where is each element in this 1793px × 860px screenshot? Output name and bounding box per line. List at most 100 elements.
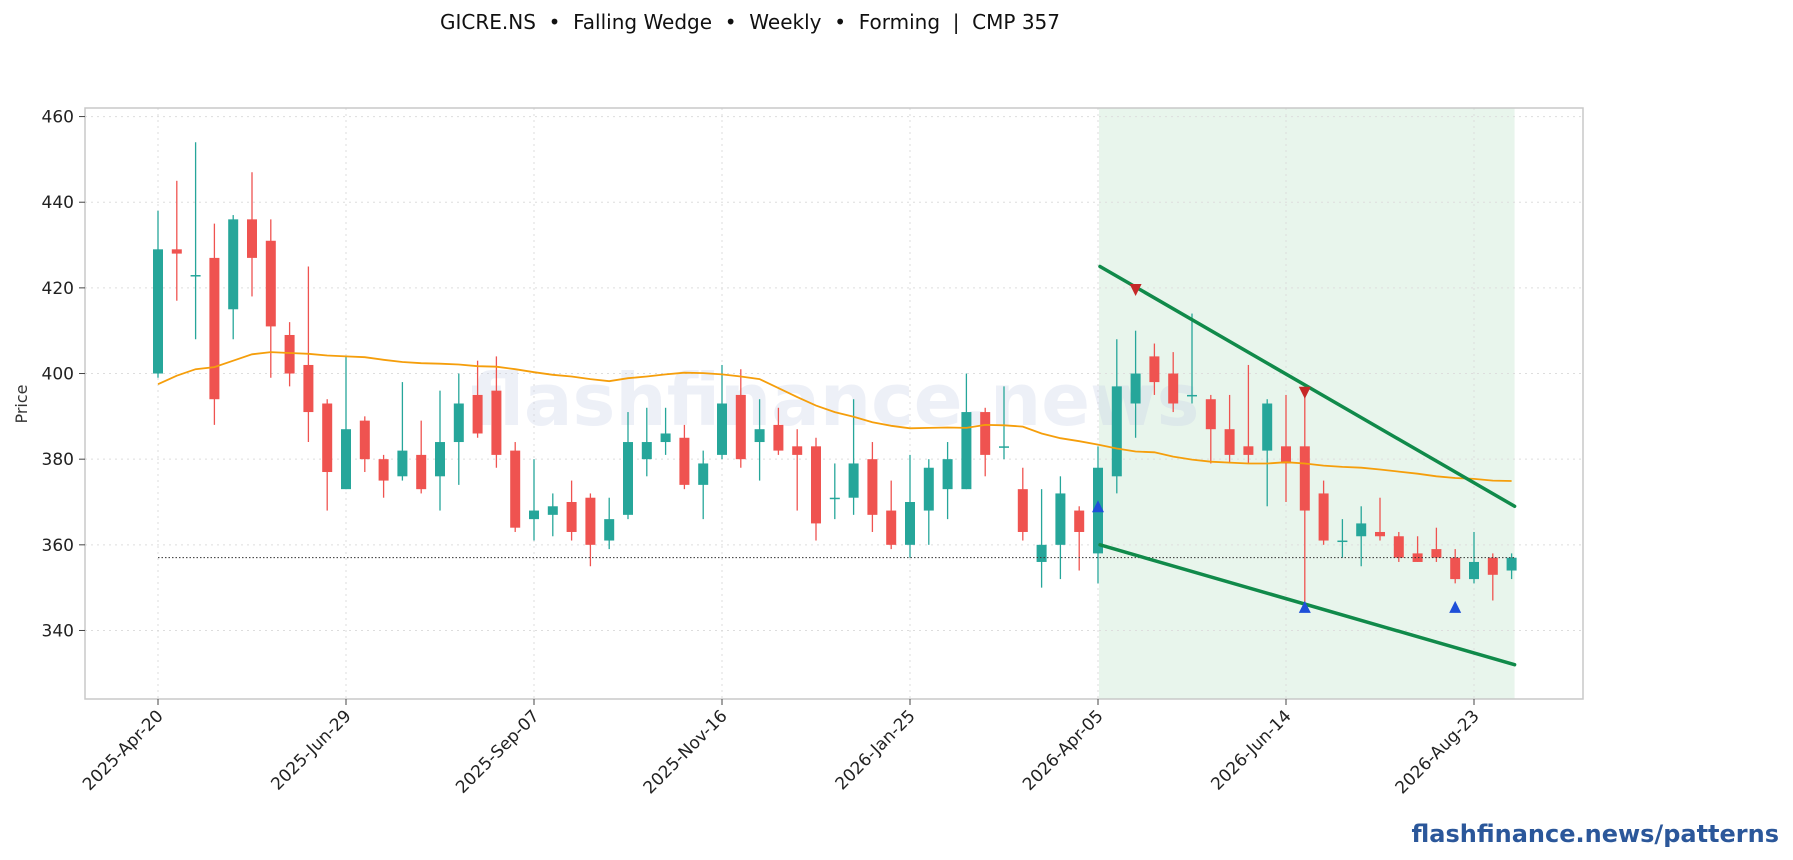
candle-body — [1356, 523, 1367, 537]
candle-body — [905, 502, 915, 545]
candle-body — [453, 403, 464, 443]
candle-body — [1205, 399, 1216, 430]
candle-body — [1487, 557, 1498, 575]
x-tick-label: 2025-Apr-20 — [79, 706, 167, 794]
candle-body — [547, 506, 558, 515]
candle-body — [735, 394, 746, 460]
candle-body — [228, 219, 239, 310]
y-tick-label: 380 — [42, 450, 74, 470]
candle-body — [961, 412, 972, 490]
candle-body — [378, 459, 389, 481]
candle-body — [1111, 386, 1122, 477]
x-tick-label: 2026-Jan-25 — [832, 706, 920, 794]
wedge-lines-layer — [1098, 264, 1517, 667]
candle-body — [566, 502, 577, 532]
candle-body — [1506, 557, 1517, 571]
candle-body — [1036, 544, 1047, 562]
candle-body — [867, 459, 878, 515]
candle-body — [529, 510, 539, 520]
candle-body — [1130, 373, 1141, 404]
x-tick-label: 2026-Aug-23 — [1392, 706, 1484, 798]
candle-body — [623, 442, 633, 515]
candle-body — [754, 429, 765, 443]
candle-body — [510, 450, 521, 528]
candle-body — [660, 433, 671, 443]
candle-body — [1055, 493, 1066, 545]
candle-body — [1469, 561, 1479, 580]
candle-body — [265, 240, 276, 327]
candle-body — [1337, 540, 1348, 543]
candle-body — [472, 394, 483, 434]
candle-body — [1299, 446, 1310, 511]
candle-body — [829, 497, 840, 500]
swing-high-marker — [1129, 284, 1142, 297]
candle-body — [171, 249, 182, 254]
y-tick-label: 360 — [42, 536, 74, 556]
candle-body — [1262, 403, 1273, 451]
marker-layer — [1092, 284, 1462, 613]
candle-body — [153, 249, 163, 374]
wedge-upper-line — [1098, 264, 1517, 509]
wedge-lower-line — [1098, 543, 1517, 667]
x-tick-label: 2025-Nov-16 — [640, 706, 732, 798]
candle-body — [435, 442, 445, 477]
candle-body — [247, 219, 257, 258]
swing-low-marker — [1092, 500, 1104, 513]
grid-layer — [85, 108, 1583, 699]
x-tick-label: 2025-Sep-07 — [452, 706, 543, 797]
candle-body — [811, 446, 821, 524]
candle-body — [942, 459, 953, 490]
candle-body — [1017, 489, 1028, 532]
candle-body — [1149, 356, 1160, 383]
y-axis-label: Price — [12, 384, 31, 423]
candle-body — [717, 403, 727, 455]
candle-layer — [153, 142, 1517, 605]
candle-body — [980, 412, 991, 455]
footer-link[interactable]: flashfinance.news/patterns — [1411, 820, 1779, 848]
moving-average-layer — [157, 351, 1512, 482]
candle-body — [1318, 493, 1329, 541]
candle-body — [698, 463, 709, 485]
x-tick-label: 2025-Jun-29 — [267, 706, 355, 794]
candle-body — [679, 437, 690, 485]
candle-body — [209, 257, 220, 400]
candle-body — [322, 403, 333, 473]
candle-body — [604, 519, 615, 541]
y-tick-label: 420 — [42, 279, 74, 299]
candle-body — [1243, 446, 1254, 455]
candle-body — [848, 463, 859, 498]
chart-title: GICRE.NS • Falling Wedge • Weekly • Form… — [440, 10, 1060, 34]
candle-body — [1187, 394, 1197, 397]
y-tick-label: 460 — [42, 108, 74, 128]
x-tick-label: 2026-Apr-05 — [1019, 706, 1107, 794]
candle-body — [1450, 557, 1461, 580]
candle-body — [416, 454, 427, 490]
candle-body — [1375, 531, 1385, 537]
candle-body — [773, 424, 784, 451]
swing-low-marker — [1298, 600, 1311, 613]
candle-body — [792, 446, 803, 455]
watermark: flashfinance.news — [471, 358, 1200, 442]
candle-body — [284, 334, 295, 374]
candle-body — [341, 429, 351, 490]
candle-body — [585, 497, 596, 545]
y-tick-label: 340 — [42, 621, 74, 641]
candle-body — [397, 450, 408, 477]
moving-average-line — [157, 351, 1512, 482]
candle-body — [1074, 510, 1085, 532]
y-tick-label: 440 — [42, 193, 74, 213]
x-tick-label: 2026-Jun-14 — [1207, 706, 1295, 794]
y-tick-label: 400 — [42, 365, 74, 385]
plot-frame — [84, 107, 1584, 700]
candle-body — [923, 467, 934, 511]
candle-body — [1431, 549, 1442, 558]
candle-body — [1224, 429, 1235, 455]
candle-body — [1412, 553, 1423, 562]
candle-body — [491, 390, 502, 455]
candle-body — [303, 364, 314, 413]
swing-high-marker — [1298, 386, 1311, 399]
candle-body — [359, 420, 370, 460]
candle-body — [999, 446, 1009, 448]
candle-body — [1281, 446, 1291, 464]
